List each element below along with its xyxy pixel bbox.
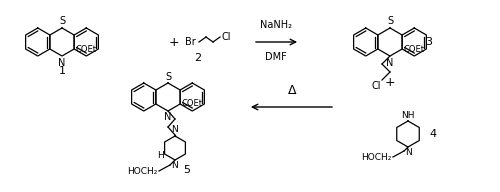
Text: HOCH₂: HOCH₂ [128,166,158,175]
Text: H: H [158,151,164,161]
Text: N: N [164,113,172,122]
Text: Cl: Cl [221,32,230,42]
Text: HOCH₂: HOCH₂ [362,152,392,161]
Text: 1: 1 [58,66,66,76]
Text: +: + [384,75,396,89]
Text: NH: NH [401,111,415,120]
Text: Δ: Δ [288,84,296,97]
Text: 5: 5 [183,165,190,175]
Text: S: S [165,71,171,81]
Text: N: N [172,126,178,135]
Text: N: N [386,57,394,68]
Text: S: S [387,17,393,26]
Text: N: N [404,148,411,157]
Text: N: N [172,161,178,170]
Text: NaNH₂: NaNH₂ [260,20,292,30]
Text: +: + [168,36,179,49]
Text: 4: 4 [429,129,436,139]
Text: Br: Br [185,37,196,47]
Text: S: S [59,17,65,26]
Text: DMF: DMF [265,52,287,62]
Text: COEt: COEt [181,99,202,108]
Text: COEt: COEt [75,45,96,54]
Text: 2: 2 [194,53,202,63]
Text: Cl: Cl [372,81,381,91]
Text: 3: 3 [425,37,432,47]
Text: COEt: COEt [403,45,424,54]
Text: N: N [58,57,66,68]
